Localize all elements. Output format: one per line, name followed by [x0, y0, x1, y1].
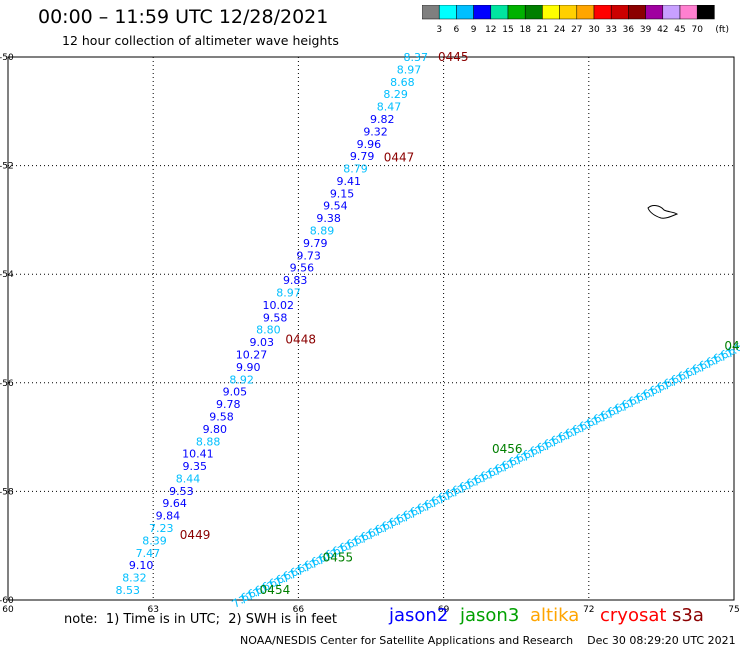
color-scale-label: 27 — [571, 25, 582, 35]
lon-tick-label: 63 — [147, 605, 158, 615]
color-scale-label: 45 — [674, 25, 685, 35]
track-a-swh-value: 9.10 — [129, 559, 154, 572]
color-scale-label: 12 — [485, 25, 496, 35]
track-a-swh-value: 9.79 — [350, 150, 375, 163]
track-a-swh-value: 8.97 — [397, 63, 422, 76]
track-a-swh-value: 10.02 — [263, 299, 295, 312]
lon-tick-label: 60 — [2, 605, 14, 615]
lat-tick-label: -50 — [0, 53, 14, 63]
color-scale-label: 70 — [691, 25, 703, 35]
footer-credit: NOAA/NESDIS Center for Satellite Applica… — [240, 634, 736, 647]
color-scale-label: 36 — [623, 25, 635, 35]
lat-tick-label: -56 — [0, 379, 14, 389]
footer-note: note: 1) Time is in UTC; 2) SWH is in fe… — [64, 612, 337, 627]
color-scale-legend: 3 6 9 12 15 18 21 24 27 30 33 36 39 42 45 70 (ft) — [422, 5, 729, 35]
track-a-swh-value: 9.35 — [182, 460, 207, 473]
track-a-swh-value: 9.58 — [263, 311, 288, 324]
satellite-legend-item: cryosat — [600, 605, 667, 626]
track-a-swh-value: 8.39 — [142, 534, 167, 547]
color-scale-unit: (ft) — [715, 25, 729, 35]
track-a-swh-value: 8.92 — [229, 373, 254, 386]
lat-tick-label: -54 — [0, 270, 14, 280]
color-scale-label: 33 — [605, 25, 616, 35]
track-b-time-label: 04 — [724, 339, 739, 353]
track-a-swh-value: 9.41 — [337, 175, 362, 188]
track-a-swh-value: 9.84 — [156, 510, 181, 523]
map-frame — [7, 56, 735, 601]
track-a-swh-value: 8.79 — [343, 163, 368, 176]
color-scale-label: 15 — [502, 25, 513, 35]
track-a-swh-value: 9.83 — [283, 274, 308, 287]
page-title: 00:00 – 11:59 UTC 12/28/2021 — [38, 6, 329, 28]
lat-tick-label: -60 — [0, 596, 14, 606]
lon-tick-label: 69 — [438, 605, 450, 615]
track-a-swh-value: 8.88 — [196, 435, 221, 448]
track-a-swh-value: 10.27 — [236, 348, 268, 361]
color-scale-label: 21 — [537, 25, 548, 35]
satellite-legend-item: altika — [530, 605, 580, 626]
track-a-swh-value: 8.89 — [310, 225, 335, 238]
track-a-swh-value: 8.44 — [176, 472, 201, 485]
track-a-swh-value: 9.05 — [223, 386, 248, 399]
satellite-legend-item: jason3 — [460, 605, 520, 626]
color-scale-label: 3 — [436, 25, 442, 35]
track-a-swh-value: 9.64 — [162, 497, 187, 510]
track-a-swh-value: 9.54 — [323, 200, 348, 213]
track-a-swh-value: 9.58 — [209, 410, 234, 423]
lon-tick-label: 66 — [293, 605, 305, 615]
lon-tick-label: 72 — [583, 605, 594, 615]
track-a-swh-value: 9.56 — [290, 262, 315, 275]
track-b-time-label: 0456 — [492, 442, 523, 456]
color-scale-label: 18 — [519, 25, 531, 35]
track-a-swh-value: 9.96 — [357, 138, 382, 151]
track-a-swh-value: 8.80 — [256, 324, 281, 337]
track-a-swh-value: 9.15 — [330, 187, 355, 200]
color-scale-label: 6 — [454, 25, 460, 35]
track-a-swh-value: 10.41 — [182, 448, 214, 461]
color-scale-label: 9 — [471, 25, 477, 35]
track-a-time-label: 0447 — [384, 150, 415, 164]
track-a-swh-value: 8.29 — [383, 88, 408, 101]
lat-tick-label: -52 — [0, 162, 14, 172]
track-a-swh-value: 7.23 — [149, 522, 174, 535]
satellite-legend-item: s3a — [672, 605, 704, 626]
track-a-swh-value: 8.32 — [122, 572, 147, 585]
color-swatch — [696, 5, 715, 20]
track-a-swh-value: 8.53 — [116, 584, 141, 597]
color-scale-label: 24 — [554, 25, 566, 35]
track-a-swh-value: 7.47 — [136, 547, 161, 560]
satellite-legend-item: jason2 — [389, 605, 449, 626]
track-a-swh-value: 9.90 — [236, 361, 261, 374]
track-a-swh-value: 8.37 — [404, 51, 429, 64]
track-a-swh-value: 9.38 — [316, 212, 341, 225]
track-a-time-label: 0448 — [285, 332, 316, 346]
track-a-swh-value: 9.32 — [363, 125, 388, 138]
island-outline — [647, 205, 679, 219]
lon-tick-label: 75 — [728, 605, 739, 615]
track-a-time-label: 0449 — [180, 528, 211, 542]
color-scale-label: 39 — [640, 25, 652, 35]
track-b-time-label: 0454 — [260, 583, 291, 597]
color-scale-label: 30 — [588, 25, 600, 35]
color-scale-label: 42 — [657, 25, 668, 35]
track-b-time-label: 0455 — [323, 551, 354, 565]
track-a-swh-value: 8.97 — [276, 287, 301, 300]
track-a-swh-value: 9.80 — [203, 423, 228, 436]
lat-tick-label: -58 — [0, 487, 14, 497]
track-a-swh-value: 9.03 — [249, 336, 274, 349]
page-subtitle: 12 hour collection of altimeter wave hei… — [62, 33, 339, 48]
track-a-swh-value: 9.53 — [169, 485, 194, 498]
track-a-swh-value: 9.82 — [370, 113, 395, 126]
track-a-swh-value: 9.78 — [216, 398, 241, 411]
track-a-swh-value: 8.47 — [377, 101, 402, 114]
track-a-swh-value: 8.68 — [390, 76, 415, 89]
track-a-swh-value: 9.79 — [303, 237, 328, 250]
track-a-time-label: 0445 — [438, 50, 469, 64]
track-a-swh-value: 9.73 — [296, 249, 321, 262]
